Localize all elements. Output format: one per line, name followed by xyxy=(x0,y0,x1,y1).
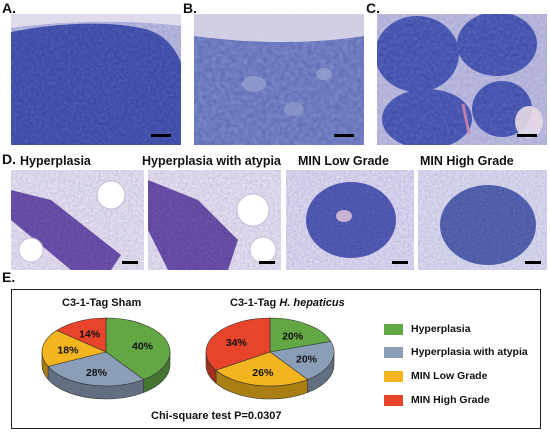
panel-c-label: C. xyxy=(366,0,380,16)
legend-item-atypia: Hyperplasia with atypia xyxy=(384,346,528,358)
panel-e-label: E. xyxy=(2,269,16,285)
scale-bar xyxy=(334,134,354,137)
legend-label: Hyperplasia xyxy=(411,323,471,335)
legend-swatch xyxy=(384,323,403,335)
pie-sham: 40% 28% 18%14% xyxy=(41,317,171,400)
pie-slice xyxy=(47,351,145,387)
pie-slice xyxy=(56,317,107,353)
legend-swatch xyxy=(384,370,403,382)
legend-item-hyperplasia: Hyperplasia xyxy=(384,323,471,335)
histology-image-b xyxy=(194,14,364,145)
legend-label: Hyperplasia with atypia xyxy=(411,346,528,358)
pie-slice-label: 20% xyxy=(296,353,318,365)
legend-label: MIN Low Grade xyxy=(411,370,488,382)
scale-bar xyxy=(392,261,408,264)
histology-image-d2 xyxy=(148,170,281,270)
scale-bar xyxy=(151,134,171,137)
panel-b-label: B. xyxy=(183,0,197,16)
pie-slice xyxy=(205,317,271,371)
scale-bar xyxy=(259,261,275,264)
pie-slice-label: 14% xyxy=(79,329,101,341)
pie-slice-label: 40% xyxy=(132,341,154,353)
pie-slice xyxy=(269,317,332,353)
pie-slice xyxy=(41,329,107,367)
d-title-hyperplasia-atypia: Hyperplasia with atypia xyxy=(142,154,281,168)
pie-hepaticus: 20% 20% 26% 34% xyxy=(205,317,335,400)
histology-image-a xyxy=(11,14,181,145)
pie-slice xyxy=(215,351,309,387)
legend-swatch xyxy=(384,394,403,406)
pie-slice-label: 28% xyxy=(86,367,108,379)
histology-image-c xyxy=(377,14,547,145)
d-title-min-high: MIN High Grade xyxy=(420,154,514,168)
pie-slice xyxy=(269,341,335,380)
pie-slice xyxy=(105,317,171,380)
pie-slice-label: 26% xyxy=(252,367,274,379)
histology-image-d4 xyxy=(418,170,547,270)
chi-square-result: Chi-square test P=0.0307 xyxy=(151,410,282,422)
pie-slice-label: 18% xyxy=(57,344,79,356)
d-title-hyperplasia: Hyperplasia xyxy=(20,154,91,168)
legend-item-min-high: MIN High Grade xyxy=(384,394,490,406)
pie-title-hepaticus: C3-1-Tag H. hepaticus xyxy=(230,297,345,309)
histology-image-d3 xyxy=(286,170,414,270)
scale-bar xyxy=(122,261,138,264)
legend-swatch xyxy=(384,346,403,358)
scale-bar xyxy=(525,261,541,264)
panel-d-label: D. xyxy=(2,151,16,167)
panel-a-label: A. xyxy=(2,0,16,16)
pie-slice-label: 34% xyxy=(226,337,248,349)
pie-title-sham: C3-1-Tag Sham xyxy=(62,297,142,309)
histology-image-d1 xyxy=(11,170,144,270)
pie-slice-label: 20% xyxy=(282,330,304,342)
scale-bar xyxy=(517,134,537,137)
d-title-min-low: MIN Low Grade xyxy=(298,154,389,168)
legend-label: MIN High Grade xyxy=(411,394,490,406)
legend-item-min-low: MIN Low Grade xyxy=(384,370,487,382)
